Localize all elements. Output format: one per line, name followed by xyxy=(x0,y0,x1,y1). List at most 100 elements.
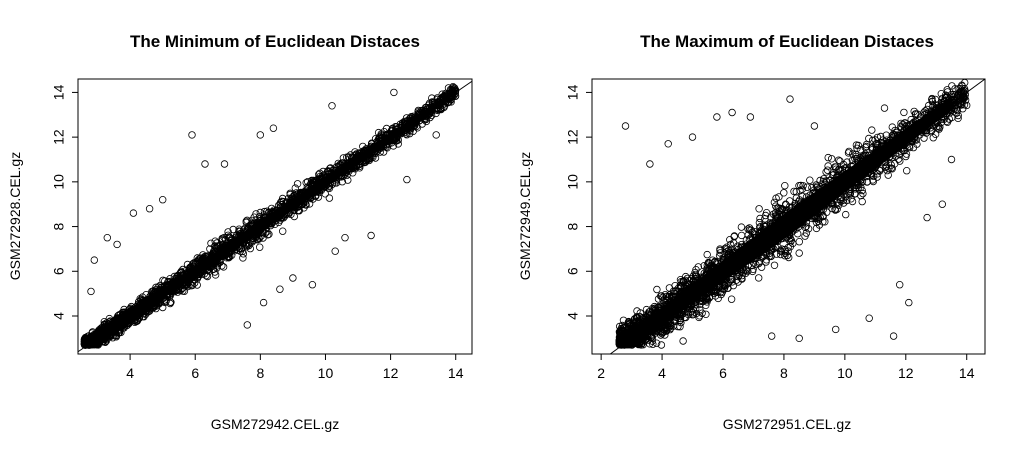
left-data-point xyxy=(218,262,226,270)
right-chart-title: The Maximum of Euclidean Distaces xyxy=(640,32,934,51)
right-data-point xyxy=(770,261,779,269)
right-data-point xyxy=(785,253,793,262)
left-data-point xyxy=(341,233,349,242)
left-data-point xyxy=(305,189,314,197)
right-x-tick-label: 4 xyxy=(658,365,666,381)
left-data-point xyxy=(321,190,329,198)
right-point-cloud xyxy=(615,78,971,349)
left-data-point xyxy=(113,240,121,249)
left-scatter-panel: The Minimum of Euclidean Distaces GSM272… xyxy=(7,32,473,432)
right-data-point xyxy=(884,171,892,179)
left-chart-title: The Minimum of Euclidean Distaces xyxy=(130,32,420,51)
left-data-point xyxy=(367,231,375,240)
left-data-point xyxy=(239,254,247,262)
left-y-tick-label: 8 xyxy=(51,222,67,230)
right-data-point xyxy=(903,166,911,175)
left-data-point xyxy=(256,131,264,139)
left-data-point xyxy=(166,298,175,306)
right-y-tick-label: 8 xyxy=(565,222,581,230)
left-data-point xyxy=(328,102,336,110)
right-y-tick-label: 6 xyxy=(565,267,581,275)
right-data-point xyxy=(795,237,803,246)
left-data-point xyxy=(145,204,154,213)
left-y-tick-label: 10 xyxy=(51,174,67,190)
right-data-point xyxy=(806,176,814,184)
right-x-tick-label: 8 xyxy=(780,365,788,381)
left-data-point xyxy=(282,203,290,211)
left-x-axis-label: GSM272942.CEL.gz xyxy=(211,416,339,432)
left-data-point xyxy=(279,227,287,235)
left-data-point xyxy=(331,247,339,255)
left-data-point xyxy=(259,298,268,307)
left-data-point xyxy=(193,258,202,266)
right-data-point xyxy=(858,197,866,206)
left-data-point xyxy=(90,256,98,264)
left-data-point xyxy=(243,321,251,329)
left-data-point xyxy=(168,278,176,287)
left-data-point xyxy=(87,287,95,296)
right-data-point xyxy=(868,126,876,134)
left-data-point xyxy=(161,277,169,285)
right-x-tick-label: 6 xyxy=(719,365,727,381)
left-data-point xyxy=(325,194,334,202)
right-data-point xyxy=(737,231,746,240)
left-data-point xyxy=(403,175,411,184)
right-x-tick-label: 2 xyxy=(597,365,605,381)
left-reference-line xyxy=(77,80,473,353)
left-data-point xyxy=(256,243,264,251)
right-data-point xyxy=(702,310,710,318)
left-data-point xyxy=(346,151,355,159)
right-data-point xyxy=(679,337,687,345)
right-data-point xyxy=(756,214,764,223)
left-data-point xyxy=(432,131,440,139)
right-x-tick-label: 10 xyxy=(837,365,853,381)
right-y-tick-label: 12 xyxy=(565,129,581,145)
left-y-tick-label: 14 xyxy=(51,84,67,100)
right-data-point xyxy=(824,162,832,170)
left-data-point xyxy=(158,195,167,204)
left-plot-frame xyxy=(77,78,473,355)
right-data-point xyxy=(755,205,763,213)
left-data-point xyxy=(425,99,434,107)
left-y-tick-label: 4 xyxy=(51,312,67,320)
right-data-point xyxy=(727,295,736,303)
right-data-point xyxy=(653,285,661,294)
left-data-point xyxy=(101,338,109,346)
left-data-point xyxy=(158,303,167,312)
left-data-point xyxy=(259,228,267,237)
right-data-point xyxy=(737,223,746,231)
right-x-tick-label: 14 xyxy=(959,365,975,381)
left-data-point xyxy=(323,172,332,180)
left-data-point xyxy=(390,88,398,97)
left-data-point xyxy=(289,274,297,282)
left-data-point xyxy=(201,160,209,168)
right-scatter-panel: The Maximum of Euclidean Distaces GSM272… xyxy=(517,32,986,432)
left-data-point xyxy=(269,124,278,132)
left-data-point xyxy=(295,202,303,210)
right-x-axis-label: GSM272951.CEL.gz xyxy=(723,416,851,432)
left-identity-line xyxy=(77,80,473,353)
right-y-axis-label: GSM272949.CEL.gz xyxy=(517,152,533,280)
left-data-point xyxy=(302,178,310,187)
left-x-tick-label: 8 xyxy=(256,365,264,381)
right-y-tick-label: 14 xyxy=(565,84,581,100)
left-data-point xyxy=(276,200,284,208)
right-data-point xyxy=(842,210,850,219)
left-y-axis-label: GSM272928.CEL.gz xyxy=(7,152,23,280)
left-data-point xyxy=(339,154,348,162)
left-y-tick-label: 6 xyxy=(51,267,67,275)
right-data-point xyxy=(703,250,711,259)
left-data-point xyxy=(382,124,391,133)
left-data-point xyxy=(235,225,243,233)
left-data-point xyxy=(103,233,111,242)
right-data-point xyxy=(770,198,779,207)
left-data-point xyxy=(286,189,294,197)
left-y-tick-label: 12 xyxy=(51,129,67,145)
left-data-point xyxy=(220,160,229,168)
left-x-tick-label: 6 xyxy=(191,365,199,381)
left-data-point xyxy=(255,222,263,231)
left-data-point xyxy=(129,209,138,217)
